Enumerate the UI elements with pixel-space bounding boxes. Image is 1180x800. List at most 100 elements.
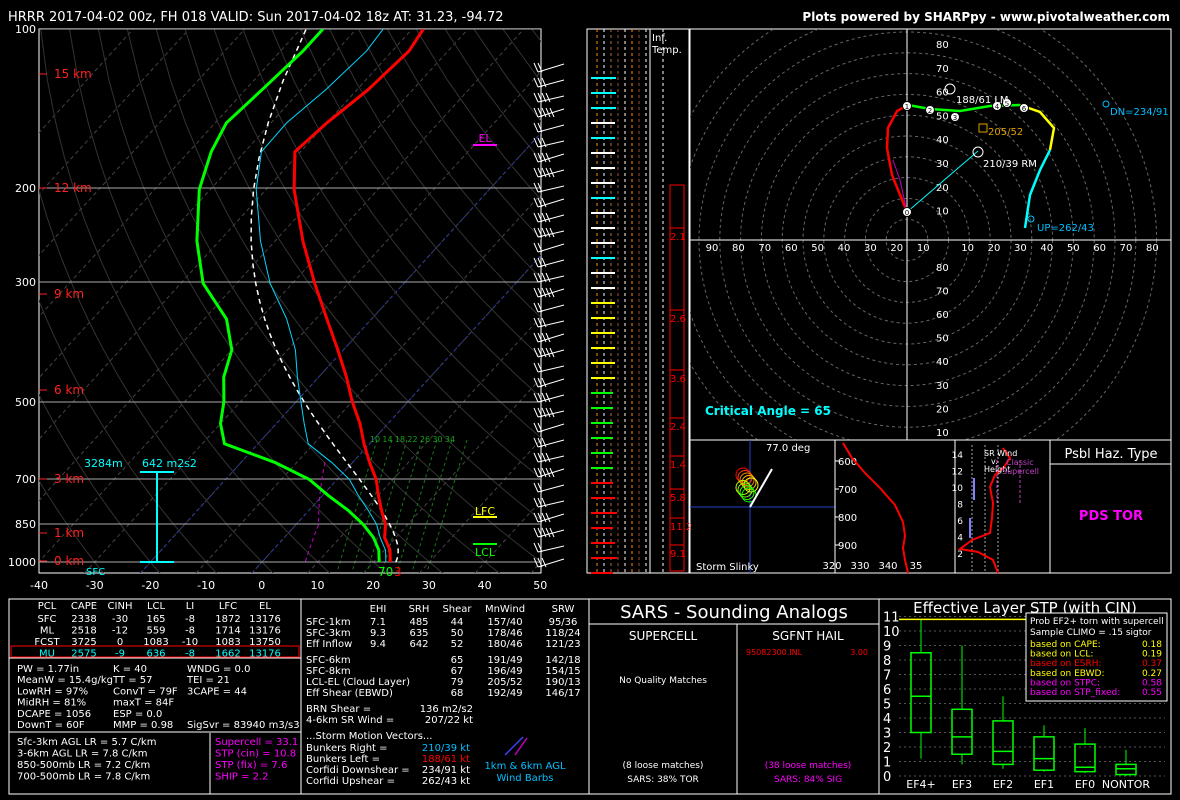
wind-barb [533, 407, 565, 418]
lfc-label: LFC [475, 505, 495, 518]
sars-hail-sig: SARS: 84% SIG [774, 775, 842, 785]
prob-box [1025, 612, 1168, 702]
parcel-header: CINH [108, 601, 133, 612]
mixing-ratio-line [351, 439, 393, 573]
sars-no-match: No Quality Matches [619, 676, 707, 686]
wetbulb-trace [255, 29, 387, 563]
theta-x-tick: 340 [878, 561, 897, 572]
barb-staff [537, 394, 565, 403]
dry-adiabat [589, 29, 1180, 573]
hodo-segment-9-12km [1023, 149, 1052, 229]
barb-flag [549, 107, 555, 118]
hodo-x-tick: 70 [758, 243, 771, 254]
slinky-circle [739, 485, 755, 500]
hodo-rm-vector [906, 150, 979, 213]
pressure-tick: 300 [15, 276, 36, 289]
barb-flag [533, 197, 539, 208]
barb-flag [545, 287, 551, 298]
srw-content: 14 12 10 8 6 4 2 [952, 445, 1021, 574]
theta-e-panel: 600 700 800 900 320 330 340 35 [822, 439, 956, 574]
barb-flag [533, 527, 539, 538]
barb-flag [545, 152, 551, 163]
srw-y-tick: 2 [957, 550, 963, 560]
inf-temp-value: 5.8 [670, 493, 686, 504]
parcel-cell: FCST [34, 637, 60, 648]
mixing-ratio-line [336, 439, 378, 573]
corfidi-up-label: UP=262/43 [1037, 223, 1094, 234]
kin-cell: 44 [451, 617, 464, 628]
barb-flag [537, 302, 543, 313]
hazard-panel: Psbl Haz. Type PDS TOR [1049, 439, 1172, 574]
wind-barb [533, 122, 565, 133]
thermo-col2: MMP = 0.98 [113, 720, 173, 731]
isotherm [83, 70, 541, 573]
hodo-x-tick: 70 [1120, 243, 1133, 254]
lapse-rate: Sfc-3km AGL LR = 5.7 C/km [17, 737, 156, 748]
kin-cell: 9.4 [370, 639, 386, 650]
barb-flag [541, 287, 547, 298]
temp-tick: 20 [366, 579, 380, 592]
composite-index: STP (cin) = 10.8 [215, 749, 296, 760]
parcel-cell: 13750 [249, 637, 281, 648]
hodo-lm-marker [944, 83, 956, 95]
prob-value: 0.55 [1142, 688, 1162, 698]
temp-tick: 10 [311, 579, 325, 592]
barb-staff [537, 198, 565, 208]
kinematic-table: EHI SRH Shear MnWind SRW SFC-1km 7.1 485 44 157/4… [306, 604, 581, 787]
hodo-ring-label-bottom: 60 [936, 310, 949, 321]
hodograph-trace: 0 1 2 3 4 5 6 [885, 83, 1110, 229]
barb-staff [537, 304, 565, 313]
hodo-x-tick: 50 [1067, 243, 1080, 254]
barb-flag [549, 407, 555, 418]
dry-adiabat [271, 29, 541, 399]
kin-row-label: SFC-8km [306, 666, 351, 677]
hodo-x-tick: 20 [890, 243, 903, 254]
parcel-cell: -8 [185, 649, 195, 660]
hodo-x-tick: 60 [785, 243, 798, 254]
barb-flag [533, 227, 539, 238]
kin-cell: 52 [451, 639, 464, 650]
sars-sc-tor: SARS: 38% TOR [627, 775, 699, 785]
barb-flag [537, 227, 543, 238]
wind-barb [533, 197, 565, 208]
kin-header: MnWind [485, 604, 525, 615]
hodo-height-label: 0 [905, 209, 909, 217]
isotherm [362, 377, 541, 573]
prob-label: based on STPC: [1030, 678, 1100, 688]
vector-value: 262/43 kt [422, 776, 470, 787]
stp-y-tick: 1 [883, 756, 891, 771]
mixing-ratio-label: 26 [420, 435, 430, 444]
barb-flag [537, 542, 543, 553]
parcel-trace [250, 29, 399, 563]
pressure-tick: 200 [15, 182, 36, 195]
hodo-ring-label-top: 60 [936, 88, 949, 99]
dry-adiabat [69, 29, 387, 573]
slinky-circle [737, 482, 753, 498]
barb-flag [545, 212, 551, 223]
dry-adiabat [39, 393, 161, 573]
slinky-label: Storm Slinky [696, 562, 759, 573]
barb-flag [533, 212, 539, 223]
inf-temp-value: 1.4 [670, 460, 686, 471]
parcel-cell: 1872 [215, 614, 240, 625]
prob-label: based on LCL: [1030, 650, 1093, 660]
kin-row-label: Eff Shear (EBWD) [306, 688, 393, 699]
hodo-height-label: 4 [995, 103, 1000, 111]
thermo-col1: MeanW = 15.4g/kg [17, 675, 113, 686]
temp-tick: -40 [30, 579, 48, 592]
barb-flag [537, 107, 543, 118]
el-label: EL [478, 132, 492, 145]
barb-flag [533, 482, 539, 493]
brn-label: BRN Shear = [306, 704, 371, 715]
barb-staff [537, 545, 565, 553]
theta-content: 600 700 800 900 320 330 340 35 [822, 442, 922, 574]
vectors-title: ...Storm Motion Vectors... [306, 731, 432, 742]
hazard-value: PDS TOR [1079, 509, 1143, 524]
isotherm [39, 29, 134, 134]
lapse-rate: 3-6km AGL LR = 7.8 C/km [17, 749, 147, 760]
prob-value: 0.18 [1142, 640, 1162, 650]
composite-index: Supercell = 33.1 [215, 737, 298, 748]
hodo-height-label: 3 [953, 114, 957, 122]
barb-flag [537, 407, 543, 418]
